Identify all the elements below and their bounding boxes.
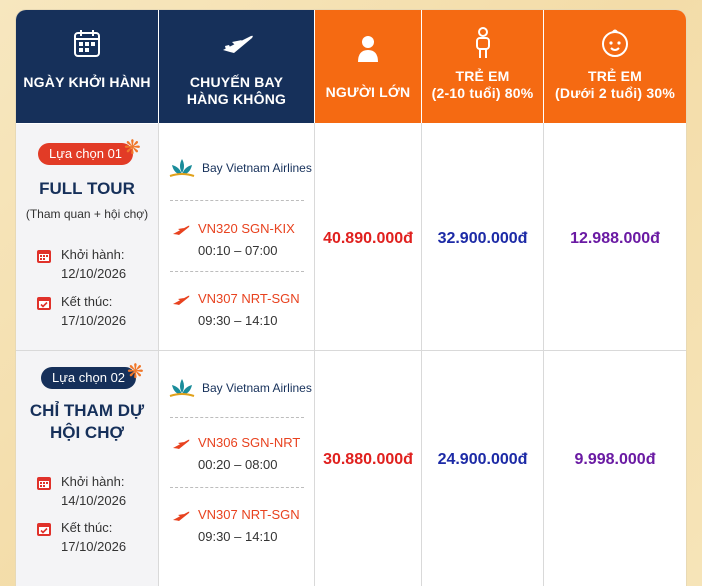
airline-logo: Bay Vietnam Airlines (168, 377, 312, 399)
flight-code: VN307 NRT-SGN (198, 291, 300, 306)
lotus-logo-icon (169, 159, 195, 177)
price-table: NGÀY KHỞI HÀNH CHUYẾN BAY HÀNG KHÔNG NGƯ… (16, 10, 686, 586)
grid-line (421, 123, 422, 586)
lotus-logo-icon (169, 379, 195, 397)
divider (170, 200, 304, 201)
maple-leaf-icon: ❋ (127, 361, 144, 383)
price-child: 32.900.000đ (437, 230, 528, 247)
end-label: Kết thúc: (61, 294, 113, 309)
header-infant-line2: (Dưới 2 tuổi) 30% (555, 85, 675, 101)
grid-line (16, 350, 686, 351)
header-infant: TRẺ EM (Dưới 2 tuổi) 30% (544, 10, 686, 123)
end-date: 17/10/2026 (61, 539, 127, 554)
end-date: 17/10/2026 (61, 313, 127, 328)
header-infant-label: TRẺ EM (Dưới 2 tuổi) 30% (555, 68, 675, 102)
calendar-icon (37, 477, 51, 490)
airplane-icon (173, 225, 190, 235)
header-flight-line1: CHUYẾN BAY (189, 74, 284, 90)
header-flight: CHUYẾN BAY HÀNG KHÔNG (159, 10, 314, 123)
airline-logo: Bay Vietnam Airlines (168, 157, 312, 179)
price-adult: 30.880.000đ (323, 451, 413, 468)
airline-name: Bay Vietnam Airlines (202, 381, 312, 395)
adult-person-icon (357, 32, 379, 66)
calendar-check-icon (37, 297, 51, 310)
flight-outbound: VN320 SGN-KIX 00:10 – 07:00 (176, 220, 295, 260)
price-adult: 40.890.000đ (323, 230, 413, 247)
header-date: NGÀY KHỞI HÀNH (16, 10, 158, 123)
calendar-check-icon (37, 523, 51, 536)
header-adult: NGƯỜI LỚN (315, 10, 421, 123)
flight-outbound: VN306 SGN-NRT 00:20 – 08:00 (176, 434, 300, 474)
header-date-label: NGÀY KHỞI HÀNH (23, 74, 151, 90)
divider (170, 487, 304, 488)
header-child-line2: (2-10 tuổi) 80% (431, 85, 534, 101)
price-infant: 9.998.000đ (574, 451, 656, 468)
header-adult-label: NGƯỜI LỚN (325, 84, 411, 100)
divider (170, 271, 304, 272)
option-tag: Lựa chọn 01 (38, 143, 134, 165)
flight-time: 00:20 – 08:00 (198, 457, 278, 472)
grid-line (314, 123, 315, 586)
depart-date: 12/10/2026 (61, 266, 127, 281)
grid-line (158, 123, 159, 586)
airplane-icon (173, 295, 190, 305)
header-flight-label: CHUYẾN BAY HÀNG KHÔNG (187, 74, 286, 108)
flight-return: VN307 NRT-SGN 09:30 – 14:10 (176, 506, 300, 546)
depart-label: Khởi hành: (61, 474, 125, 489)
flight-time: 00:10 – 07:00 (198, 243, 278, 258)
flight-return: VN307 NRT-SGN 09:30 – 14:10 (176, 290, 300, 330)
price-child: 24.900.000đ (437, 451, 528, 468)
header-child-label: TRẺ EM (2-10 tuổi) 80% (432, 68, 534, 102)
flight-code: VN307 NRT-SGN (198, 507, 300, 522)
flight-code: VN306 SGN-NRT (198, 435, 301, 450)
grid-line (543, 123, 544, 586)
flight-time: 09:30 – 14:10 (198, 529, 278, 544)
price-infant: 12.988.000đ (570, 230, 660, 247)
package-title-line1: CHỈ THAM DỰ (29, 401, 145, 420)
header-flight-line2: HÀNG KHÔNG (186, 91, 287, 107)
airplane-icon (220, 26, 254, 60)
depart-label: Khởi hành: (61, 247, 125, 262)
divider (170, 417, 304, 418)
airplane-icon (173, 511, 190, 521)
package-subtitle: (Tham quan + hội chợ) (25, 207, 149, 221)
depart-date: 14/10/2026 (61, 493, 127, 508)
option-tag: Lựa chọn 02 (41, 367, 137, 389)
calendar-icon (73, 26, 101, 60)
calendar-icon (37, 250, 51, 263)
package-title-line2: HỘI CHỢ (49, 423, 124, 442)
header-child-line1: TRẺ EM (455, 68, 510, 84)
flight-time: 09:30 – 14:10 (198, 313, 278, 328)
child-icon (473, 26, 493, 60)
airplane-icon (173, 439, 190, 449)
package-title: FULL TOUR (39, 179, 135, 198)
baby-face-icon (600, 26, 630, 60)
end-label: Kết thúc: (61, 520, 113, 535)
header-infant-line1: TRẺ EM (587, 68, 643, 84)
airline-name: Bay Vietnam Airlines (202, 161, 312, 175)
flight-code: VN320 SGN-KIX (198, 221, 295, 236)
header-child: TRẺ EM (2-10 tuổi) 80% (422, 10, 543, 123)
maple-leaf-icon: ❋ (124, 137, 141, 159)
row2-date-cell (16, 351, 158, 586)
